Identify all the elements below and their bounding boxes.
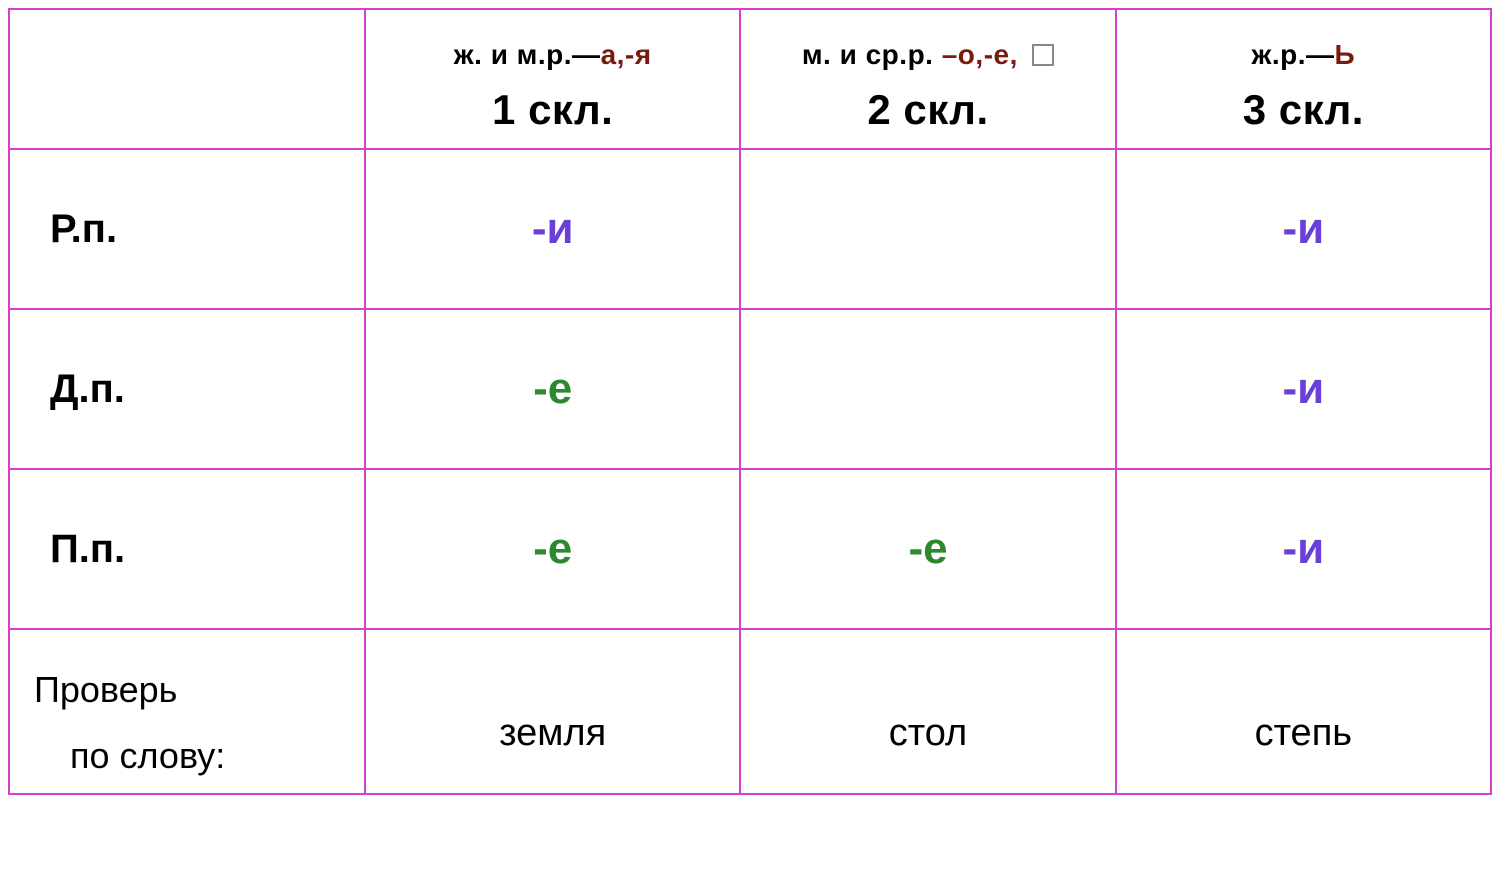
zero-ending-box-icon [1032,44,1054,66]
row-check-word: Проверь по слову: земля стол степь [9,629,1491,794]
ending-cell: -е [365,309,740,469]
header-col2-accent: –о,-е, [942,39,1018,70]
case-label: Д.п. [9,309,365,469]
ending-cell: -е [740,469,1115,629]
header-col2-prefix: м. и ср.р. [802,39,942,70]
header-col1-top: ж. и м.р.—а,-я [366,38,739,72]
header-col2-main: 2 скл. [741,86,1114,134]
ending-cell [740,149,1115,309]
header-col3-top: ж.р.—Ь [1117,38,1490,72]
header-col3: ж.р.—Ь 3 скл. [1116,9,1491,149]
check-word: стол [740,629,1115,794]
header-col2: м. и ср.р. –о,-е, 2 скл. [740,9,1115,149]
check-word: земля [365,629,740,794]
check-line2: по слову: [34,711,364,777]
check-label-cell: Проверь по слову: [9,629,365,794]
ending-cell: -и [1116,149,1491,309]
header-col1-accent: а,-я [601,39,652,70]
row-prepositional: П.п. -е -е -и [9,469,1491,629]
declension-table: ж. и м.р.—а,-я 1 скл. м. и ср.р. –о,-е, … [8,8,1492,795]
ending-cell: -и [1116,309,1491,469]
check-line1: Проверь [34,647,364,711]
row-genitive: Р.п. -и -и [9,149,1491,309]
declension-table-wrap: ж. и м.р.—а,-я 1 скл. м. и ср.р. –о,-е, … [8,8,1492,795]
header-col1-prefix: ж. и м.р.— [454,39,601,70]
header-col3-prefix: ж.р.— [1252,39,1335,70]
header-row: ж. и м.р.—а,-я 1 скл. м. и ср.р. –о,-е, … [9,9,1491,149]
ending-cell [740,309,1115,469]
case-label: П.п. [9,469,365,629]
case-label: Р.п. [9,149,365,309]
ending-cell: -и [1116,469,1491,629]
check-word: степь [1116,629,1491,794]
ending-cell: -и [365,149,740,309]
ending-cell: -е [365,469,740,629]
header-col2-top: м. и ср.р. –о,-е, [741,38,1114,72]
header-col1: ж. и м.р.—а,-я 1 скл. [365,9,740,149]
header-col3-main: 3 скл. [1117,86,1490,134]
header-col1-main: 1 скл. [366,86,739,134]
header-col3-accent: Ь [1335,39,1356,70]
row-dative: Д.п. -е -и [9,309,1491,469]
header-empty-cell [9,9,365,149]
